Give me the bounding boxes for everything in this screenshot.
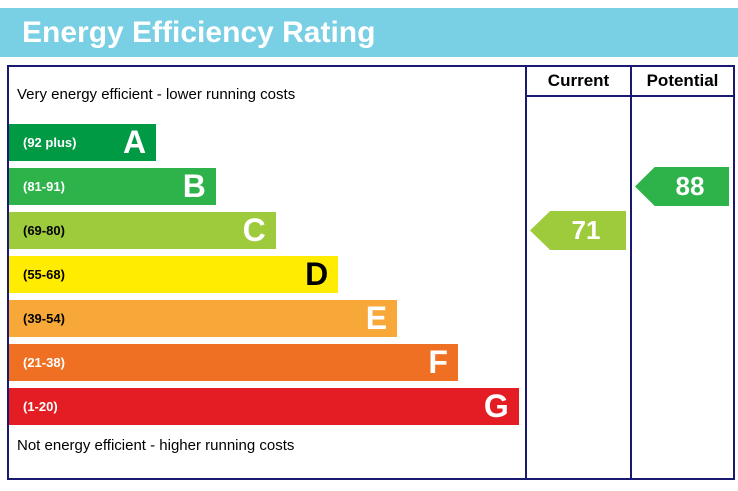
band-row-c: (69-80) C xyxy=(9,212,276,249)
current-rating-value: 71 xyxy=(571,215,601,245)
band-row-e: (39-54) E xyxy=(9,300,398,337)
potential-rating-value: 88 xyxy=(675,171,705,201)
band-row-d: (55-68) D xyxy=(9,256,339,293)
epc-chart: Very energy efficient - lower running co… xyxy=(7,65,735,480)
band-range-label: (1-20) xyxy=(23,399,58,414)
potential-column-header: Potential xyxy=(632,67,733,97)
current-column-header: Current xyxy=(527,67,630,97)
band-letter: C xyxy=(242,212,266,248)
current-column: Current 71 xyxy=(525,67,630,478)
band-range-label: (92 plus) xyxy=(23,135,77,150)
band-letter: B xyxy=(182,168,206,204)
potential-rating-arrow: 88 xyxy=(635,167,729,206)
page-title: Energy Efficiency Rating xyxy=(22,15,376,49)
band-range-label: (69-80) xyxy=(23,223,65,238)
band-letter: E xyxy=(365,300,388,336)
band-letter: G xyxy=(483,388,509,424)
band-range-label: (39-54) xyxy=(23,311,65,326)
band-row-g: (1-20) G xyxy=(9,388,519,425)
bands-area: Very energy efficient - lower running co… xyxy=(9,67,525,478)
current-rating-arrow: 71 xyxy=(530,211,626,250)
band-list: (92 plus) A (81-91) B (69-80) C (55-68) … xyxy=(9,124,525,432)
band-range-label: (55-68) xyxy=(23,267,65,282)
band-letter: A xyxy=(122,124,147,160)
band-row-b: (81-91) B xyxy=(9,168,216,205)
top-note: Very energy efficient - lower running co… xyxy=(17,86,296,103)
band-letter: F xyxy=(428,344,448,380)
bottom-note: Not energy efficient - higher running co… xyxy=(17,437,295,454)
band-row-f: (21-38) F xyxy=(9,344,458,381)
band-row-a: (92 plus) A xyxy=(9,124,157,161)
potential-column: Potential 88 xyxy=(630,67,733,478)
band-range-label: (21-38) xyxy=(23,355,65,370)
title-banner: Energy Efficiency Rating xyxy=(0,8,738,57)
band-letter: D xyxy=(305,256,329,292)
band-range-label: (81-91) xyxy=(23,179,65,194)
